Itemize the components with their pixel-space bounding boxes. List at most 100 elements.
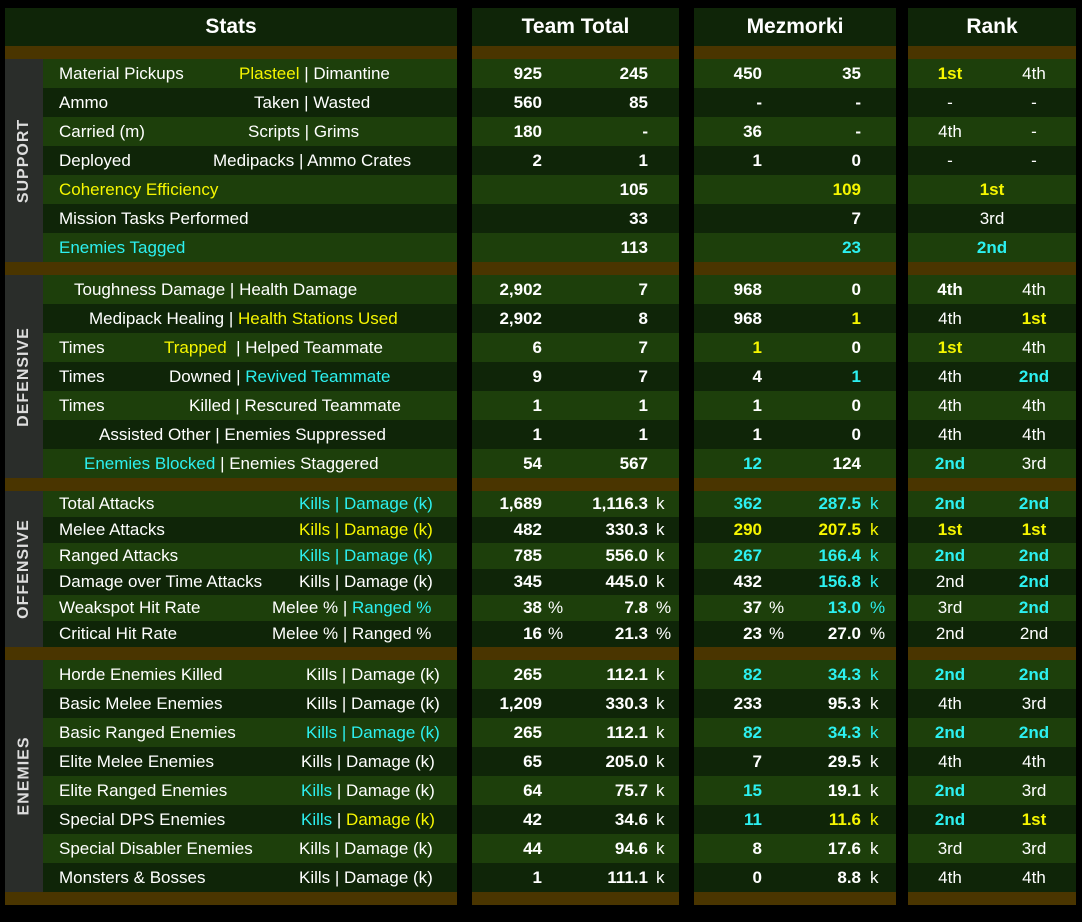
rank-header: Rank xyxy=(908,8,1076,46)
team-row: 65 205.0 k xyxy=(472,747,679,776)
stat-label-part: Medipack Healing | xyxy=(89,308,238,328)
rank-rows: 2nd 2nd 1st 1st 2nd 2nd 2nd 2nd 3rd 2nd 2nd 2nd xyxy=(908,491,1076,647)
player-rows: 968 0 968 1 1 0 4 1 1 0 1 0 12 124 xyxy=(694,275,896,478)
team-unit-2: % xyxy=(656,624,672,643)
player-row: 7 29.5 k xyxy=(694,747,896,776)
team-value-1: 925 xyxy=(513,63,542,83)
rank-value-1: 2nd xyxy=(934,664,966,684)
team-value-2: 8 xyxy=(638,308,648,328)
stat-row: Special DPS Enemies Kills | Damage (k) xyxy=(43,805,457,834)
team-rows: 1,689 1,116.3 k 482 330.3 k 785 556.0 k 345 445.0 k… xyxy=(472,491,679,647)
player-row: 23% 27.0% xyxy=(694,621,896,647)
stat-sublabel: Kills | Damage (k) xyxy=(299,546,433,566)
rank-row: 4th 2nd xyxy=(908,362,1076,391)
player-row: 37% 13.0% xyxy=(694,595,896,621)
stat-row: Carried (m) Scripts | Grims xyxy=(43,117,457,146)
rank-value-2: 3rd xyxy=(1021,453,1047,473)
player-value-1: 233 xyxy=(733,693,762,713)
rank-value-1: - xyxy=(947,150,953,170)
player-row: 82 34.3 k xyxy=(694,718,896,747)
rank-value-2: 2nd xyxy=(1018,664,1050,684)
team-row: 1 111.1 k xyxy=(472,863,679,892)
stat-sublabel-part: Kills | Damage (k) xyxy=(299,867,433,887)
rank-value-1: 3rd xyxy=(937,598,963,617)
team-value-1: 1,209 xyxy=(499,693,542,713)
player-unit-2: k xyxy=(870,520,879,539)
rank-value-1: 2nd xyxy=(934,722,966,742)
team-value-1: 265 xyxy=(513,722,542,742)
section-divider xyxy=(5,46,457,59)
stat-label: Critical Hit Rate xyxy=(59,624,178,643)
stat-sublabel-part: | Dimantine xyxy=(299,63,390,83)
rank-row: 2nd 2nd xyxy=(908,718,1076,747)
team-value-2: 245 xyxy=(619,63,648,83)
rank-value: 1st xyxy=(979,179,1005,199)
rank-row: 2nd 2nd xyxy=(908,660,1076,689)
rank-value-2: 2nd xyxy=(1018,366,1050,386)
rank-value-1: 2nd xyxy=(935,572,965,591)
stat-sublabel-part: | Helped Teammate xyxy=(226,337,383,357)
player-value-1: - xyxy=(756,92,762,112)
player-row: 968 1 xyxy=(694,304,896,333)
section-divider xyxy=(694,478,896,491)
team-value-2: 7 xyxy=(638,279,648,299)
player-value-1: 968 xyxy=(733,308,762,328)
team-row: 1,209 330.3 k xyxy=(472,689,679,718)
stat-label: Damage over Time Attacks xyxy=(59,572,263,591)
stat-row: Basic Melee Enemies Kills | Damage (k) xyxy=(43,689,457,718)
section-divider xyxy=(908,46,1076,59)
team-value-2: - xyxy=(642,121,648,141)
stat-sublabel: Taken | Wasted xyxy=(254,93,370,113)
player-row: 15 19.1 k xyxy=(694,776,896,805)
team-unit-2: k xyxy=(656,838,665,858)
stat-label: Basic Melee Enemies xyxy=(59,693,223,713)
team-unit-2: k xyxy=(656,664,665,684)
team-rows: 2,902 7 2,902 8 6 7 9 7 1 1 1 1 54 567 xyxy=(472,275,679,478)
player-value-2: 0 xyxy=(851,150,861,170)
player-unit-2: k xyxy=(870,809,879,829)
stat-label: Toughness Damage | Health Damage xyxy=(74,279,358,299)
stat-sublabel-part: Ranged % xyxy=(352,598,432,617)
player-row: 7 xyxy=(694,204,896,233)
team-value-2: 7 xyxy=(638,366,648,386)
rank-value-1: 2nd xyxy=(934,546,966,565)
team-row: 1,689 1,116.3 k xyxy=(472,491,679,517)
stat-sublabel-part: Kills xyxy=(301,780,333,800)
rank-row: 1st xyxy=(908,175,1076,204)
section-divider xyxy=(472,262,679,275)
stat-label: Times xyxy=(59,395,105,415)
stat-sublabel: Killed | Rescured Teammate xyxy=(189,396,401,416)
player-unit-2: k xyxy=(870,664,879,684)
player-value-2: 35 xyxy=(842,63,861,83)
stat-sublabel-part: Melee % | Ranged % xyxy=(272,624,432,643)
team-row: 2,902 7 xyxy=(472,275,679,304)
section-divider xyxy=(694,647,896,660)
stat-sublabel: Kills | Damage (k) xyxy=(306,723,440,743)
team-unit-2: k xyxy=(656,867,665,887)
team-value-2: 205.0 xyxy=(605,751,648,771)
stat-label: Weakspot Hit Rate xyxy=(59,598,201,617)
player-value-1: 11 xyxy=(744,809,762,829)
stat-row: Elite Melee Enemies Kills | Damage (k) xyxy=(43,747,457,776)
rank-row: 4th - xyxy=(908,117,1076,146)
stat-sublabel-part: Killed | Rescured Teammate xyxy=(189,395,401,415)
stat-label: Assisted Other | Enemies Suppressed xyxy=(99,424,386,444)
team-unit-2: % xyxy=(656,598,672,617)
team-row: 560 85 xyxy=(472,88,679,117)
rank-value-2: 2nd xyxy=(1018,572,1050,591)
team-row: 105 xyxy=(472,175,679,204)
player-row: -- xyxy=(694,88,896,117)
team-value-2: 111.1 xyxy=(607,867,648,887)
team-rows: 925 245 560 85 180-2 1 105 33 113 xyxy=(472,59,679,262)
rank-row: -- xyxy=(908,88,1076,117)
player-row: 82 34.3 k xyxy=(694,660,896,689)
stat-label: Deployed xyxy=(59,150,131,170)
player-value-2: 156.8 xyxy=(818,572,861,591)
team-value-1: 1,689 xyxy=(499,494,542,513)
player-row: 11 11.6 k xyxy=(694,805,896,834)
section-rows: Toughness Damage | Health Damage Medipack… xyxy=(43,275,457,478)
rank-value-2: 4th xyxy=(1022,751,1046,771)
stat-sublabel-part: | xyxy=(332,809,347,829)
team-value-2: 34.6 xyxy=(614,809,648,829)
player-value-1: 4 xyxy=(752,366,762,386)
